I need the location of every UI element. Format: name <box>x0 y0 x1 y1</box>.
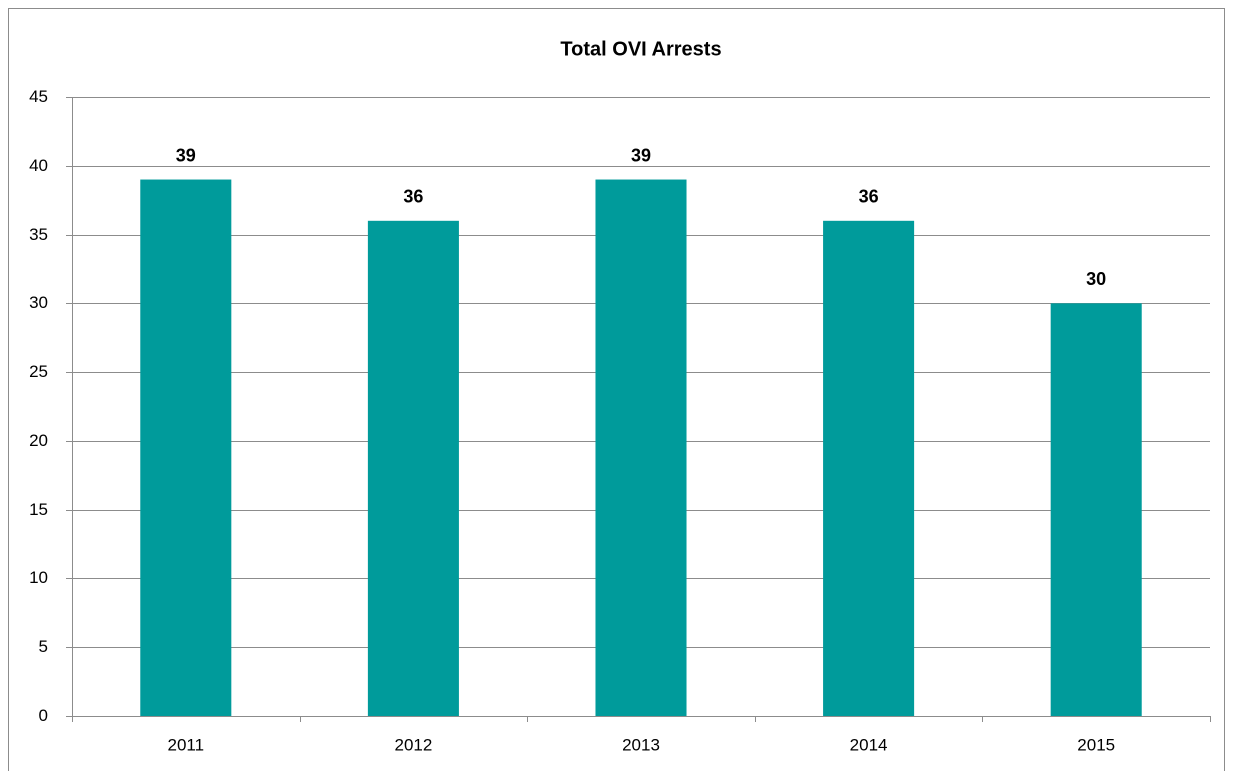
data-label: 39 <box>176 145 196 165</box>
bar <box>1050 303 1142 716</box>
bar <box>367 220 459 717</box>
x-tick-label: 2015 <box>1077 735 1115 754</box>
x-tick-label: 2012 <box>394 735 432 754</box>
chart-title: Total OVI Arrests <box>560 38 721 60</box>
y-tick-label: 35 <box>29 225 48 244</box>
y-tick-label: 10 <box>29 568 48 587</box>
data-label: 36 <box>859 187 879 207</box>
y-tick-label: 45 <box>29 87 48 106</box>
y-tick-label: 30 <box>29 293 48 312</box>
y-tick-label: 25 <box>29 362 48 381</box>
bar <box>823 220 915 717</box>
y-tick-label: 20 <box>29 431 48 450</box>
y-tick-label: 0 <box>39 706 48 725</box>
x-tick-label: 2014 <box>850 735 888 754</box>
y-tick-label: 15 <box>29 500 48 519</box>
data-label: 36 <box>403 187 423 207</box>
bar <box>595 179 687 717</box>
x-tick-label: 2011 <box>168 735 205 754</box>
x-tick-label: 2013 <box>622 735 660 754</box>
y-tick-label: 40 <box>29 156 48 175</box>
data-label: 39 <box>631 145 651 165</box>
bar <box>140 179 232 717</box>
data-label: 30 <box>1086 269 1106 289</box>
y-tick-label: 5 <box>39 637 48 656</box>
